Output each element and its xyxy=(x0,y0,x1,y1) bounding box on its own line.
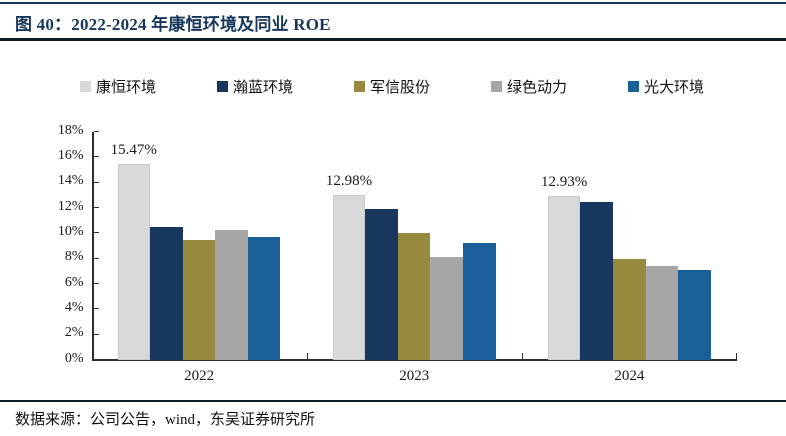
bar xyxy=(247,236,281,360)
y-axis-tick xyxy=(93,308,99,310)
chart-title: 图 40：2022-2024 年康恒环境及同业 ROE xyxy=(15,15,331,34)
x-axis-category-label: 2024 xyxy=(614,367,645,384)
bar xyxy=(430,256,464,360)
y-axis-tick xyxy=(93,207,99,208)
y-axis-tick xyxy=(93,156,99,158)
bar xyxy=(215,230,248,360)
title-divider-rule xyxy=(0,38,786,41)
legend-label: 康恒环境 xyxy=(96,80,157,96)
bar xyxy=(332,195,366,360)
bar xyxy=(365,208,398,360)
legend-item: 军信股份 xyxy=(353,76,430,97)
y-axis-tick-label: 14% xyxy=(57,173,84,189)
y-axis-tick-label: 2% xyxy=(64,325,84,341)
legend-swatch-icon xyxy=(353,81,365,92)
y-axis-tick-label: 16% xyxy=(57,147,84,163)
legend-label: 绿色动力 xyxy=(506,80,567,96)
y-axis-tick-label: 12% xyxy=(57,198,84,214)
legend-item: 康恒环境 xyxy=(80,76,156,97)
bar-data-label: 12.98% xyxy=(325,173,373,190)
x-axis-category-label: 2022 xyxy=(184,367,215,384)
y-axis-tick-label: 18% xyxy=(57,122,84,138)
bar xyxy=(117,163,151,360)
legend: 康恒环境 瀚蓝环境 军信股份 绿色动力 光大环境 xyxy=(80,76,704,97)
y-axis-tick-label: 10% xyxy=(57,223,84,239)
legend-swatch-icon xyxy=(216,81,228,92)
legend-label: 军信股份 xyxy=(369,80,430,96)
bar xyxy=(463,242,496,360)
bar-data-label: 12.93% xyxy=(541,173,588,190)
y-axis-tick xyxy=(93,283,99,284)
bar-data-label: 15.47% xyxy=(110,141,157,158)
y-axis-tick-label: 0% xyxy=(64,350,84,366)
x-axis-tick xyxy=(521,352,523,360)
bar xyxy=(613,259,646,360)
bar xyxy=(547,195,581,360)
y-axis-tick-label: 4% xyxy=(64,299,84,315)
legend-item: 光大环境 xyxy=(627,76,704,97)
footer-divider-rule xyxy=(0,400,786,402)
legend-swatch-icon xyxy=(80,81,91,92)
y-axis-tick xyxy=(93,333,99,335)
y-axis-tick-label: 6% xyxy=(64,274,84,290)
bar xyxy=(150,226,183,360)
y-axis-tick xyxy=(93,181,99,183)
legend-item: 绿色动力 xyxy=(490,76,567,97)
legend-item: 瀚蓝环境 xyxy=(216,76,293,97)
y-axis-line xyxy=(91,131,94,360)
y-axis-tick xyxy=(93,232,99,234)
data-source-note: 数据来源：公司公告，wind，东吴证券研究所 xyxy=(15,412,316,428)
legend-swatch-icon xyxy=(490,81,502,92)
bar xyxy=(182,240,216,360)
x-axis-tick xyxy=(736,352,737,360)
x-axis-category-label: 2023 xyxy=(399,367,430,384)
y-axis-tick xyxy=(93,359,99,360)
legend-label: 瀚蓝环境 xyxy=(232,80,293,96)
plot-area xyxy=(91,131,737,361)
y-axis-tick xyxy=(93,131,99,132)
bar xyxy=(678,269,711,360)
x-axis-line xyxy=(91,358,737,361)
legend-swatch-icon xyxy=(627,81,639,92)
bar xyxy=(397,232,431,360)
bar xyxy=(580,202,614,360)
bar xyxy=(645,265,679,360)
legend-label: 光大环境 xyxy=(643,80,704,96)
top-rule xyxy=(0,2,786,4)
y-axis-tick xyxy=(93,257,99,259)
y-axis-tick-label: 8% xyxy=(64,249,84,265)
x-axis-tick xyxy=(306,352,308,360)
